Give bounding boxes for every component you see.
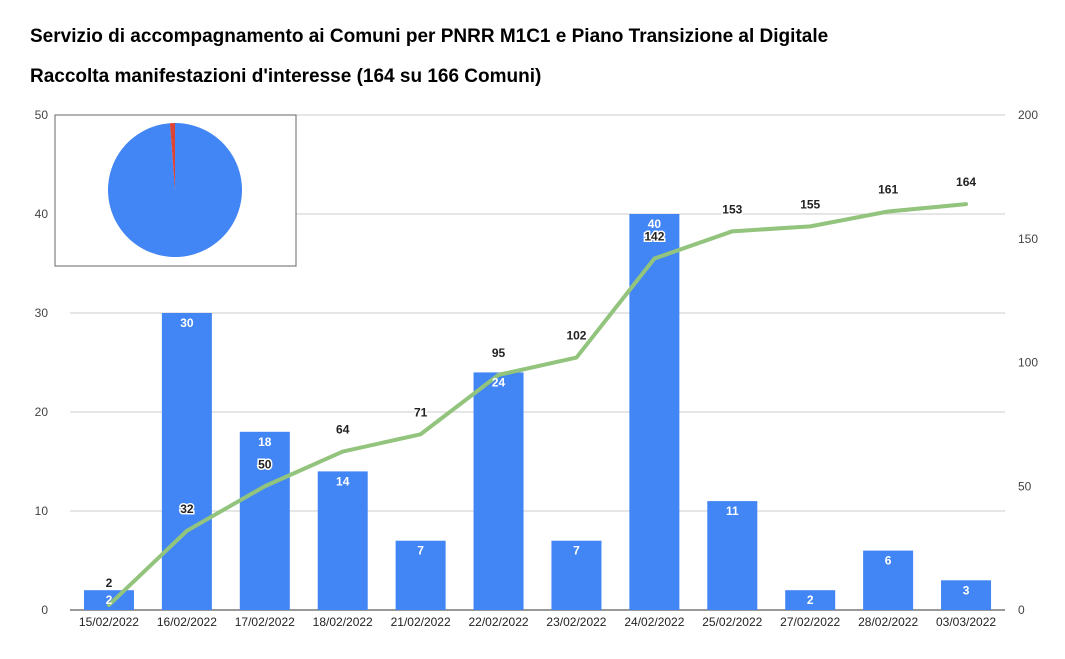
bar-data-label: 24: [492, 375, 506, 389]
line-data-label: 50: [258, 457, 272, 471]
line-data-label: 153: [722, 202, 742, 216]
bar: [473, 372, 524, 610]
bar: [785, 590, 836, 610]
y-left-tick-label: 10: [35, 504, 49, 518]
cumulative-line: [106, 202, 969, 608]
y-right-tick-label: 100: [1018, 356, 1038, 370]
chart-title: Servizio di accompagnamento ai Comuni pe…: [30, 26, 829, 47]
x-tick-label: 15/02/2022: [79, 615, 139, 629]
line-data-label: 142: [644, 230, 664, 244]
bar: [239, 431, 290, 610]
bar: [863, 550, 914, 610]
line-data-label: 102: [566, 329, 586, 343]
line-data-label: 161: [878, 183, 898, 197]
y-left-tick-label: 40: [35, 207, 49, 221]
bar-data-label: 7: [417, 544, 424, 558]
x-tick-label: 03/03/2022: [936, 615, 996, 629]
y-left-tick-label: 0: [41, 603, 48, 617]
y-left-tick-label: 30: [35, 306, 49, 320]
bar-data-label: 2: [807, 593, 814, 607]
x-tick-label: 21/02/2022: [391, 615, 451, 629]
y-right-tick-label: 0: [1018, 603, 1025, 617]
line-data-label: 95: [492, 346, 506, 360]
y-right-tick-label: 200: [1018, 108, 1038, 122]
line-data-label: 32: [180, 502, 194, 516]
bar: [551, 540, 602, 610]
bar: [941, 580, 992, 610]
chart-subtitle: Raccolta manifestazioni d'interesse (164…: [30, 66, 542, 87]
bar-data-label: 30: [180, 316, 194, 330]
y-left-tick-label: 50: [35, 108, 49, 122]
bar-data-label: 2: [106, 593, 113, 607]
pie-slice: [169, 123, 175, 190]
x-tick-label: 25/02/2022: [702, 615, 762, 629]
bar-data-label: 7: [573, 544, 580, 558]
bar: [707, 501, 758, 610]
line-data-label: 164: [956, 175, 976, 189]
x-tick-label: 18/02/2022: [313, 615, 373, 629]
bar-data-label: 11: [726, 504, 739, 518]
bar-data-label: 3: [963, 583, 970, 597]
pie-slice: [108, 123, 243, 257]
bar-data-label: 6: [885, 554, 892, 568]
bar-data-label: 18: [258, 435, 272, 449]
bar: [161, 313, 212, 610]
bar: [395, 540, 446, 610]
bar: [317, 471, 368, 610]
x-tick-label: 24/02/2022: [624, 615, 684, 629]
line-data-label: 155: [800, 197, 820, 211]
x-tick-label: 27/02/2022: [780, 615, 840, 629]
line-data-label: 2: [106, 576, 113, 590]
line-data-label: 64: [336, 423, 350, 437]
bar: [629, 214, 680, 610]
bar-data-label: 14: [336, 474, 350, 488]
x-tick-label: 28/02/2022: [858, 615, 918, 629]
line-data-label: 71: [414, 405, 428, 419]
y-left-tick-label: 20: [35, 405, 49, 419]
y-right-tick-label: 150: [1018, 232, 1038, 246]
bar-data-label: 40: [648, 217, 662, 231]
x-tick-label: 16/02/2022: [157, 615, 217, 629]
x-tick-label: 17/02/2022: [235, 615, 295, 629]
x-tick-label: 23/02/2022: [546, 615, 606, 629]
x-tick-label: 22/02/2022: [469, 615, 529, 629]
y-right-tick-label: 50: [1018, 479, 1032, 493]
